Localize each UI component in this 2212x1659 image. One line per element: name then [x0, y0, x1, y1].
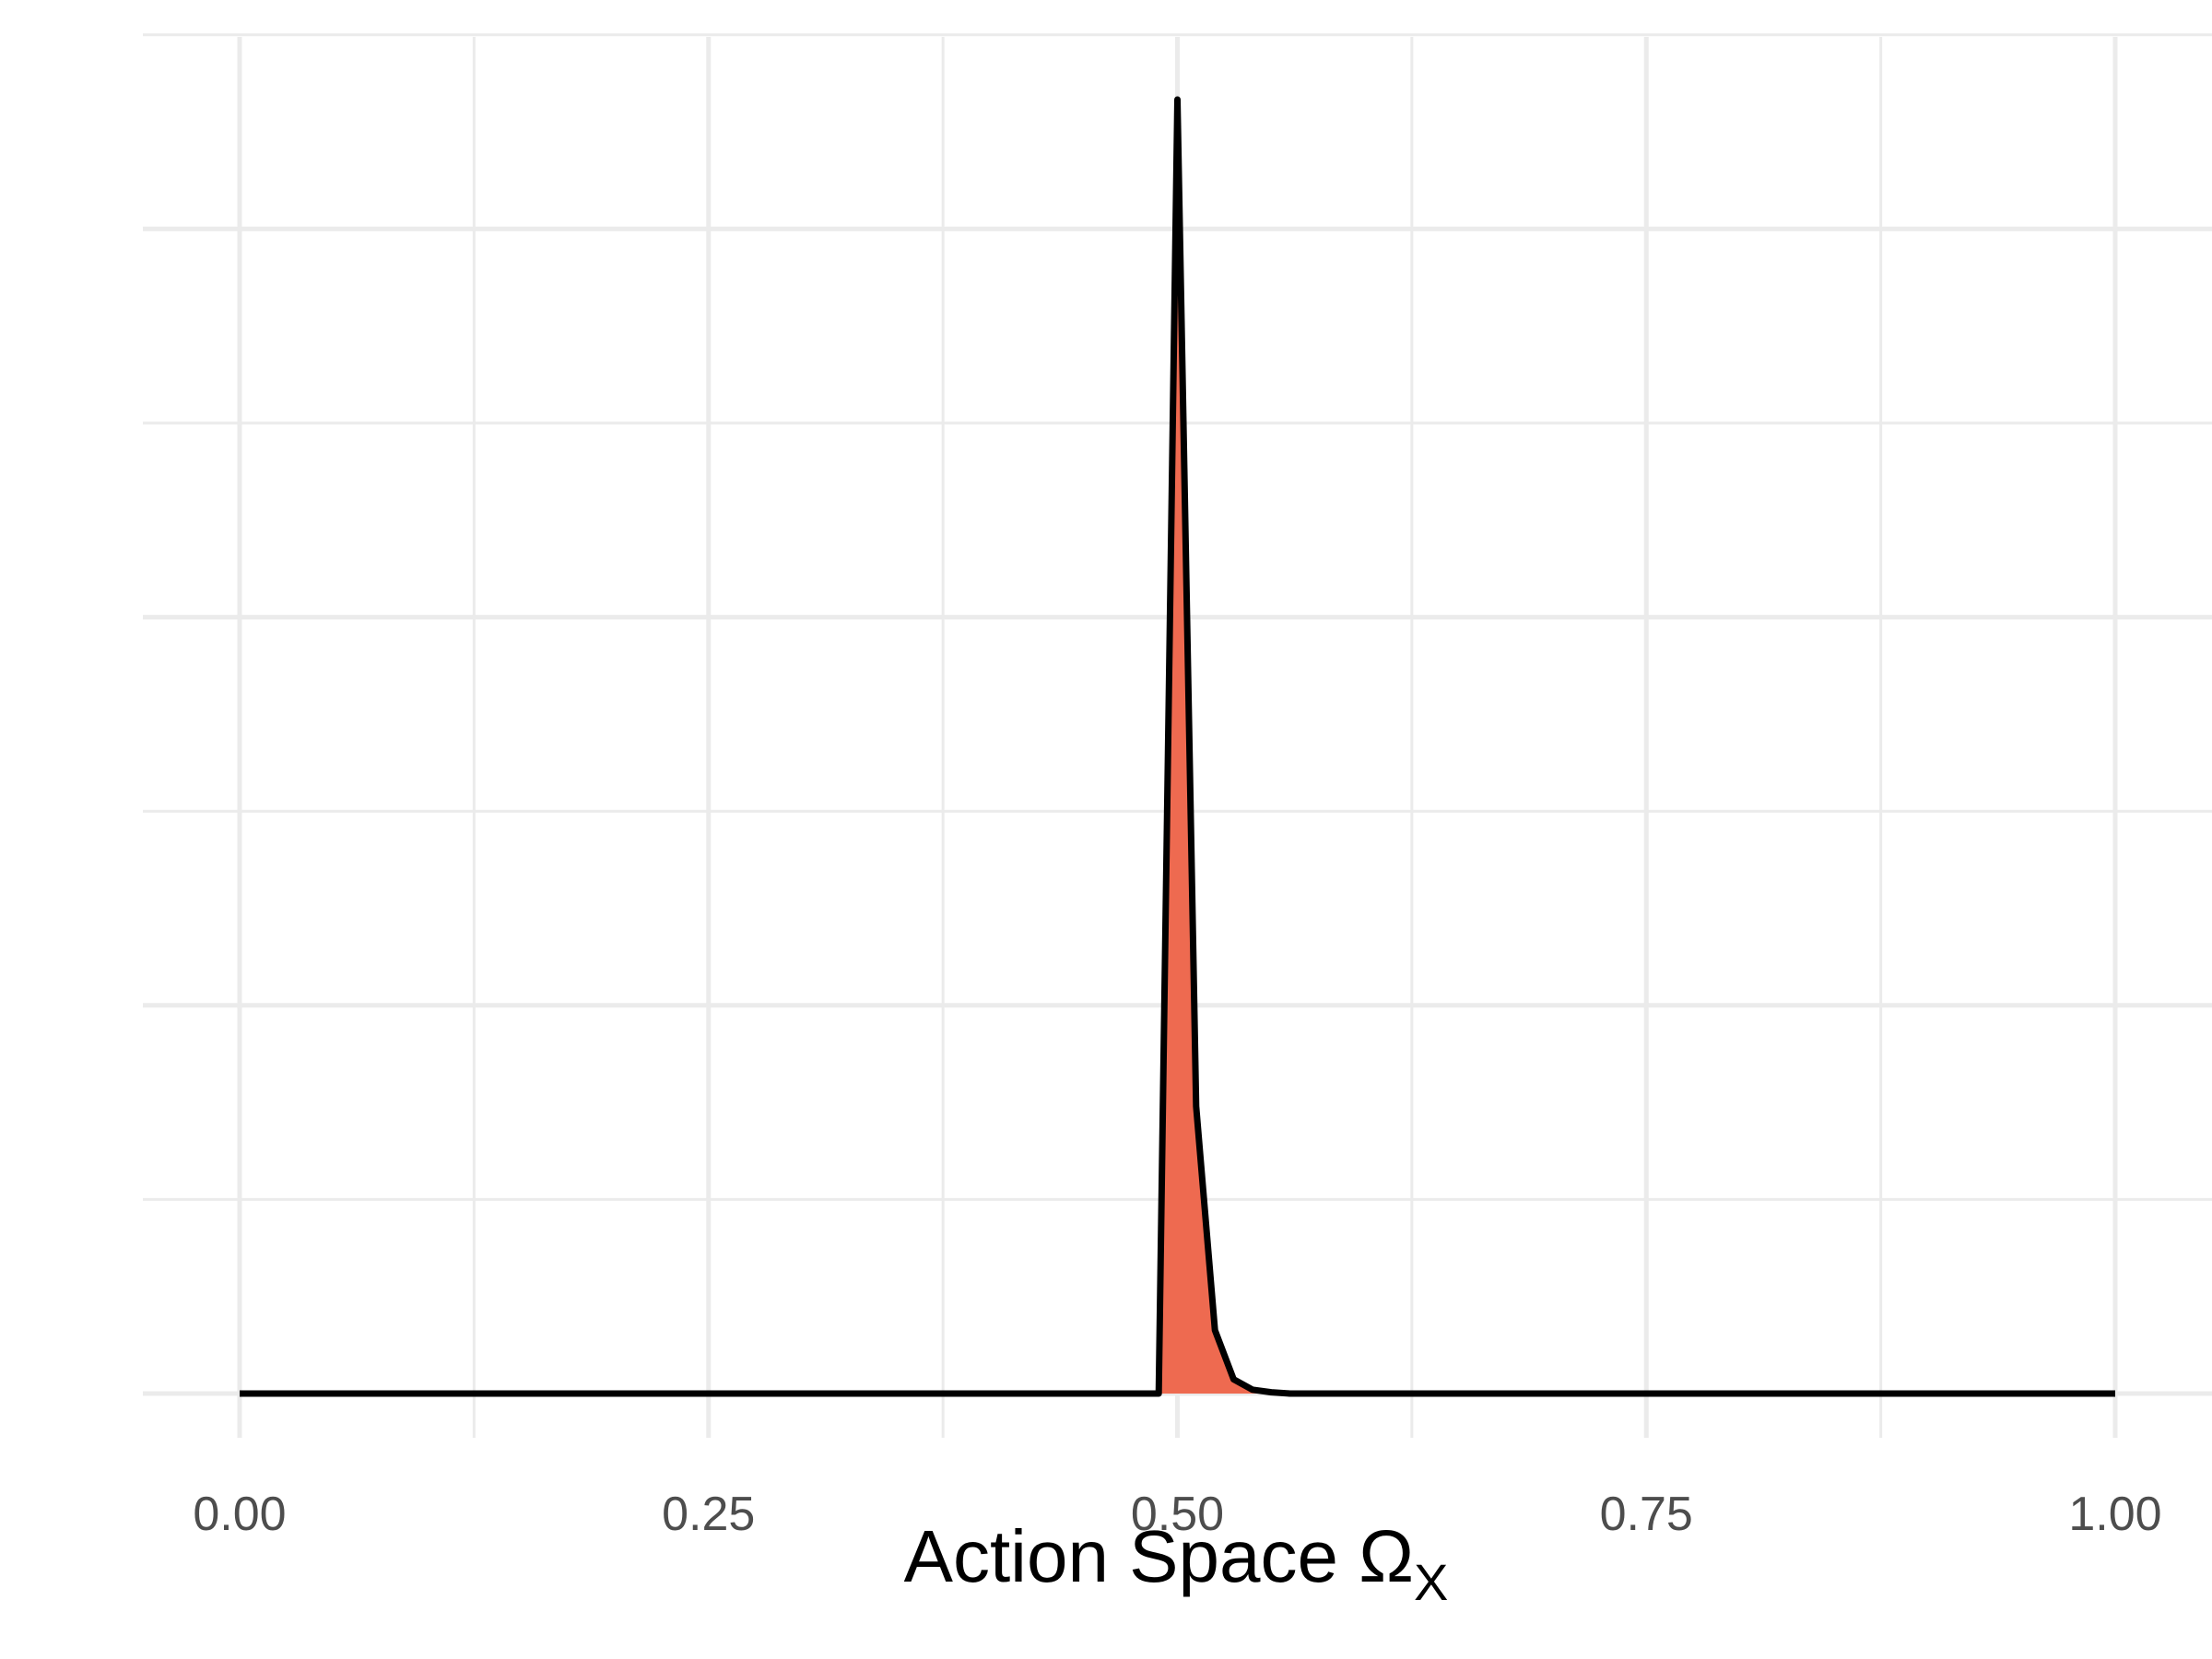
x-axis-title-subscript: X [1414, 1553, 1448, 1611]
x-tick-label: 0.25 [662, 1488, 755, 1541]
density-fill [240, 100, 2115, 1394]
x-tick-label: 1.00 [2068, 1488, 2161, 1541]
density-line [240, 96, 2115, 1397]
x-axis-title-main: Action Space Ω [904, 1515, 1414, 1597]
x-tick-label: 0.50 [1131, 1488, 1224, 1541]
x-tick-label: 0.75 [1600, 1488, 1693, 1541]
density-area-layer [240, 96, 2115, 1397]
x-tick-label-layer: 0.00 0.25 0.50 0.75 1.00 [193, 1488, 2161, 1541]
x-tick-label: 0.00 [193, 1488, 286, 1541]
x-axis-title: Action Space ΩX [904, 1515, 1449, 1611]
